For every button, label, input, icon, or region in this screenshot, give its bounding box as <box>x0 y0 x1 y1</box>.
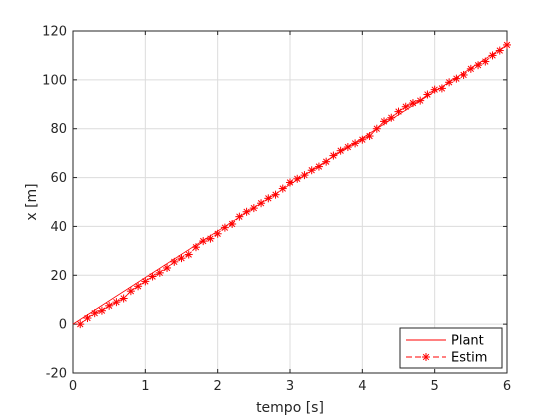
data-point-estim <box>184 250 193 259</box>
data-point-estim <box>286 178 294 187</box>
data-point-estim <box>372 124 381 133</box>
data-point-estim <box>445 78 454 87</box>
data-point-estim <box>112 298 121 307</box>
grid <box>72 30 508 374</box>
legend-label-estim: Estim <box>451 351 487 366</box>
data-point-estim <box>481 57 490 66</box>
data-point-estim <box>394 107 403 116</box>
x-tick-label: 0 <box>69 379 77 394</box>
data-point-estim <box>105 301 114 310</box>
legend: Plant Estim <box>399 327 503 369</box>
legend-marker-estim <box>422 353 430 361</box>
data-point-estim <box>264 194 273 203</box>
data-point-estim <box>97 306 106 315</box>
data-point-estim <box>199 237 208 246</box>
data-point-estim <box>380 117 389 126</box>
data-point-estim <box>307 166 316 175</box>
data-point-estim <box>459 70 468 79</box>
y-tick-label: 0 <box>59 318 67 333</box>
data-point-estim <box>163 263 172 272</box>
data-point-estim <box>271 190 280 199</box>
data-point-estim <box>351 139 360 148</box>
data-point-estim <box>126 287 135 296</box>
data-point-estim <box>387 113 396 122</box>
data-point-estim <box>488 51 497 60</box>
data-point-estim <box>119 294 128 303</box>
data-point-estim <box>177 254 186 263</box>
data-point-estim <box>336 146 345 155</box>
y-tick-label: -20 <box>46 367 67 382</box>
data-point-estim <box>474 61 483 70</box>
data-point-estim <box>213 229 222 238</box>
data-point-estim <box>242 207 251 216</box>
data-point-estim <box>293 174 302 183</box>
x-axis-label: tempo [s] <box>256 400 324 416</box>
data-point-estim <box>134 282 143 291</box>
y-tick-label: 20 <box>50 269 67 284</box>
legend-label-plant: Plant <box>451 334 484 349</box>
data-point-estim <box>235 212 244 221</box>
data-point-estim <box>314 162 323 171</box>
y-axis-label: x [m] <box>24 183 40 220</box>
data-point-estim <box>141 277 150 286</box>
data-point-estim <box>257 199 266 208</box>
data-point-estim <box>430 85 439 94</box>
data-point-estim <box>220 223 229 232</box>
data-point-estim <box>83 314 92 323</box>
x-tick-label: 4 <box>358 379 366 394</box>
x-tick-label: 2 <box>214 379 222 394</box>
data-point-estim <box>170 257 179 266</box>
x-tick-label: 6 <box>503 379 511 394</box>
x-tick-label: 1 <box>141 379 149 394</box>
data-point-estim <box>365 132 374 141</box>
y-tick-label: 40 <box>50 220 67 235</box>
x-tick-label: 3 <box>286 379 294 394</box>
data-point-estim <box>155 268 164 277</box>
x-tick-label: 5 <box>431 379 439 394</box>
y-tick-label: 80 <box>50 122 67 137</box>
data-point-estim <box>503 40 511 49</box>
data-point-estim <box>358 135 367 144</box>
data-point-estim <box>206 234 215 243</box>
y-tick-label: 120 <box>42 25 67 40</box>
data-point-estim <box>76 320 85 329</box>
data-point-estim <box>90 309 99 318</box>
data-point-estim <box>249 204 258 213</box>
y-tick-label: 60 <box>50 171 67 186</box>
data-point-estim <box>437 84 446 93</box>
y-tick-label: 100 <box>42 73 67 88</box>
data-point-estim <box>495 46 504 55</box>
data-point-estim <box>148 272 157 281</box>
legend-box <box>399 327 503 369</box>
data-point-estim <box>191 243 200 252</box>
data-point-estim <box>228 219 237 228</box>
legend-asterisk <box>422 353 430 361</box>
data-point-estim <box>343 143 352 152</box>
data-point-estim <box>416 96 425 105</box>
data-point-estim <box>322 157 331 166</box>
data-point-estim <box>423 90 432 99</box>
data-point-estim <box>401 102 410 111</box>
data-point-estim <box>329 151 338 160</box>
data-point-estim <box>278 184 287 193</box>
data-point-estim <box>466 64 475 73</box>
data-point-estim <box>408 99 417 108</box>
data-point-estim <box>452 74 461 83</box>
series-layer <box>72 40 511 329</box>
data-point-estim <box>300 171 309 180</box>
